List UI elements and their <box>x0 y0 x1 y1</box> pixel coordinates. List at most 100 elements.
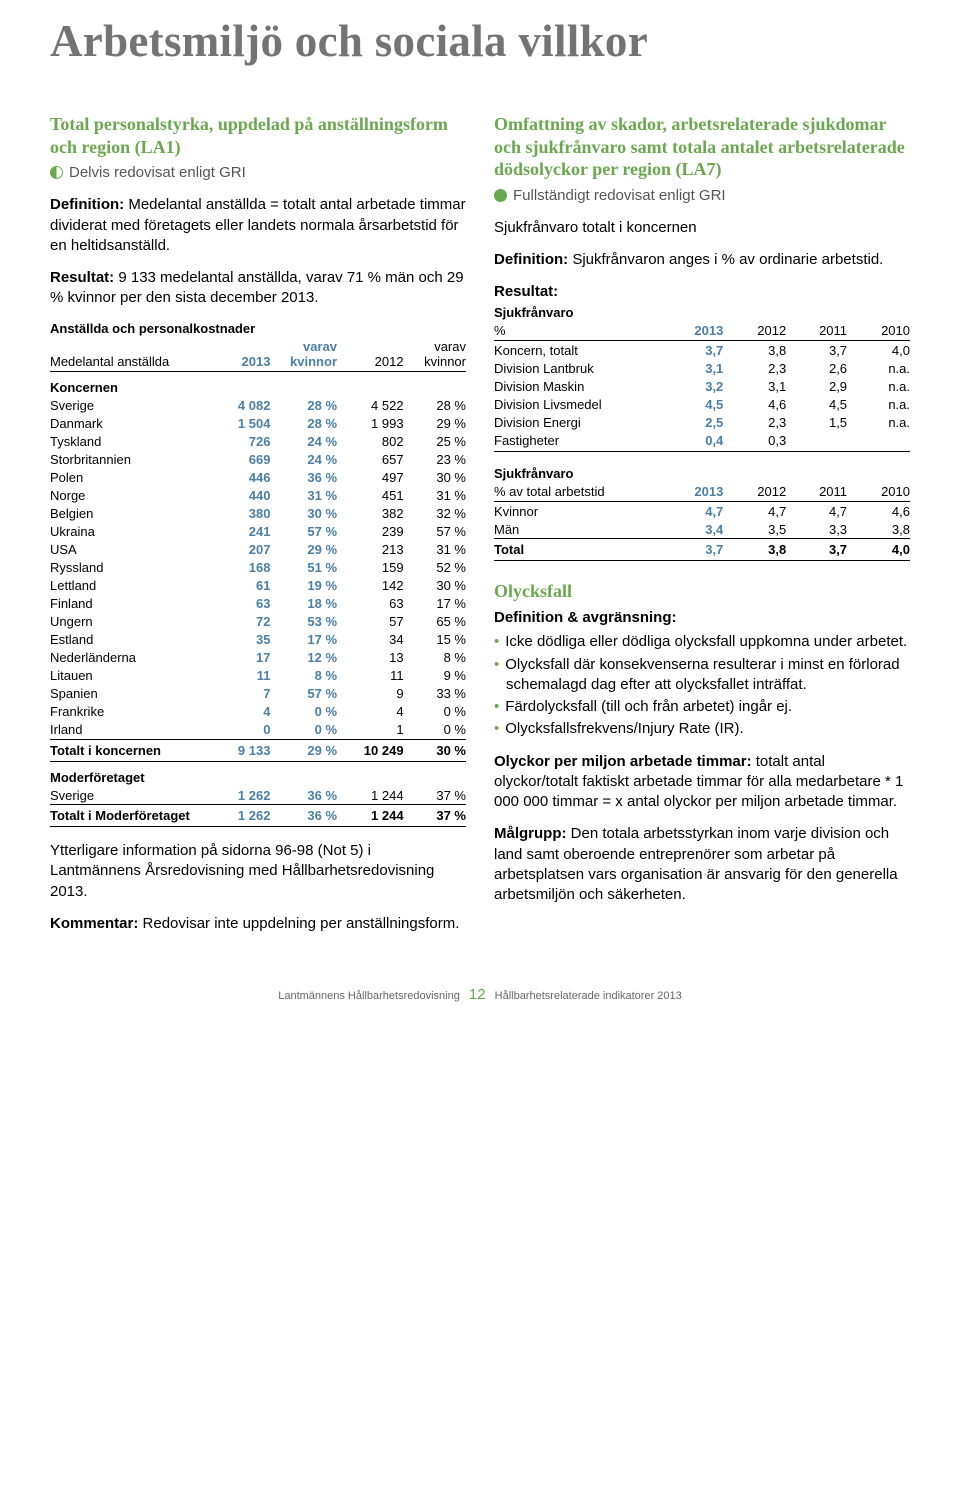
table-cell: 3,7 <box>660 341 723 360</box>
table-cell: 1 <box>337 721 404 740</box>
table-cell: Division Energi <box>494 413 660 431</box>
table-cell: 440 <box>204 487 271 505</box>
table2-title: Sjukfrånvaro <box>494 305 910 320</box>
table-cell: Ryssland <box>50 559 204 577</box>
th: 2011 <box>786 322 847 341</box>
bold-label: Definition & avgränsning: <box>494 609 677 626</box>
table-cell: 3,5 <box>723 520 786 539</box>
table-cell: 36 % <box>270 469 337 487</box>
table-cell: 36 % <box>270 805 337 827</box>
left-after-p1: Ytterligare information på sidorna 96-98… <box>50 841 466 902</box>
table-cell: 28 % <box>404 397 466 415</box>
table-row: Sverige4 08228 %4 52228 % <box>50 397 466 415</box>
bold-label: Kommentar: <box>50 915 138 932</box>
table-cell: 726 <box>204 433 271 451</box>
table-total-row: Total3,73,83,74,0 <box>494 539 910 561</box>
table-cell: 53 % <box>270 613 337 631</box>
table-cell: 30 % <box>404 469 466 487</box>
table-cell: Total <box>494 539 660 561</box>
sick-gender-table: % av total arbetstid2013201220112010 Kvi… <box>494 483 910 562</box>
olycksfall-bullets: Icke dödliga eller dödliga olycksfall up… <box>494 632 910 739</box>
table-cell: Sverige <box>50 786 204 805</box>
table-row: Polen44636 %49730 % <box>50 469 466 487</box>
table-cell: Division Lantbruk <box>494 359 660 377</box>
right-heading: Omfattning av skador, arbetsrelaterade s… <box>494 113 910 181</box>
table-cell: Tyskland <box>50 433 204 451</box>
table-cell: 3,1 <box>660 359 723 377</box>
table-cell: 31 % <box>404 541 466 559</box>
table-row: Frankrike40 %40 % <box>50 703 466 721</box>
right-resultat-label: Resultat: <box>494 282 910 302</box>
table-cell: 497 <box>337 469 404 487</box>
footer-right: Hållbarhetsrelaterade indikatorer 2013 <box>495 990 682 1002</box>
table-cell: Division Maskin <box>494 377 660 395</box>
table-cell: Koncern, totalt <box>494 341 660 360</box>
bold-label: Resultat: <box>494 283 558 300</box>
table-cell: 9 <box>337 685 404 703</box>
table-cell: 63 <box>337 595 404 613</box>
table-cell: 2,3 <box>723 413 786 431</box>
table-cell: 4,6 <box>723 395 786 413</box>
table-row: Irland00 %10 % <box>50 721 466 740</box>
table-cell: Totalt i koncernen <box>50 739 204 761</box>
table-cell: 4,7 <box>660 502 723 521</box>
table-cell: Nederländerna <box>50 649 204 667</box>
table-cell: Irland <box>50 721 204 740</box>
table-row: Ungern7253 %5765 % <box>50 613 466 631</box>
table-cell: 52 % <box>404 559 466 577</box>
table-cell: 4,5 <box>660 395 723 413</box>
def2-label: Definition & avgränsning: <box>494 608 910 628</box>
table-cell: 1 262 <box>204 786 271 805</box>
table-row: USA20729 %21331 % <box>50 541 466 559</box>
table-group-row: Moderföretaget <box>50 761 466 786</box>
table-cell: Frankrike <box>50 703 204 721</box>
table-row: Totalt i Moderföretaget1 26236 %1 24437 … <box>50 805 466 827</box>
bold-label: Målgrupp: <box>494 825 567 842</box>
table-cell: Polen <box>50 469 204 487</box>
table-cell <box>786 431 847 451</box>
table-cell: Litauen <box>50 667 204 685</box>
half-circle-icon <box>50 166 63 179</box>
table-cell: Kvinnor <box>494 502 660 521</box>
footer-left: Lantmännens Hållbarhetsredovisning <box>278 990 460 1002</box>
table-cell: 9 133 <box>204 739 271 761</box>
table-cell: USA <box>50 541 204 559</box>
table-cell: 31 % <box>270 487 337 505</box>
right-sub1: Sjukfrånvaro totalt i koncernen <box>494 218 910 238</box>
table-row: Spanien757 %933 % <box>50 685 466 703</box>
table-cell: 15 % <box>404 631 466 649</box>
table-cell: 24 % <box>270 433 337 451</box>
table-cell: 3,8 <box>723 341 786 360</box>
table-row: Ryssland16851 %15952 % <box>50 559 466 577</box>
table-cell: Sverige <box>50 397 204 415</box>
table-cell: 1 244 <box>337 786 404 805</box>
table-cell: 4,5 <box>786 395 847 413</box>
list-item: Icke dödliga eller dödliga olycksfall up… <box>494 632 910 652</box>
table-cell: 1 244 <box>337 805 404 827</box>
gri-status-left: Delvis redovisat enligt GRI <box>50 164 466 181</box>
list-item: Olycksfall där konsekvenserna resulterar… <box>494 655 910 696</box>
th-2012: 2012 <box>337 338 404 372</box>
table-header-row: % av total arbetstid2013201220112010 <box>494 483 910 502</box>
th: 2013 <box>660 322 723 341</box>
table-cell: 33 % <box>404 685 466 703</box>
table-row: Division Energi2,52,31,5n.a. <box>494 413 910 431</box>
table-cell: 29 % <box>270 541 337 559</box>
group-label: Moderföretaget <box>50 761 466 786</box>
table-cell: 23 % <box>404 451 466 469</box>
table-cell: 0 <box>204 721 271 740</box>
table-cell: 142 <box>337 577 404 595</box>
table-cell: 4,0 <box>847 539 910 561</box>
table-cell: 36 % <box>270 786 337 805</box>
right-p3: Olyckor per miljon arbetade timmar: tota… <box>494 752 910 813</box>
th: % <box>494 322 660 341</box>
right-column: Omfattning av skador, arbetsrelaterade s… <box>494 113 910 946</box>
table-cell: 30 % <box>404 577 466 595</box>
table-cell: 30 % <box>270 505 337 523</box>
table-cell: 0,3 <box>723 431 786 451</box>
table-cell: 37 % <box>404 805 466 827</box>
th: 2012 <box>723 322 786 341</box>
table-cell: 0 % <box>270 721 337 740</box>
table-cell: 57 % <box>404 523 466 541</box>
table-cell: 25 % <box>404 433 466 451</box>
